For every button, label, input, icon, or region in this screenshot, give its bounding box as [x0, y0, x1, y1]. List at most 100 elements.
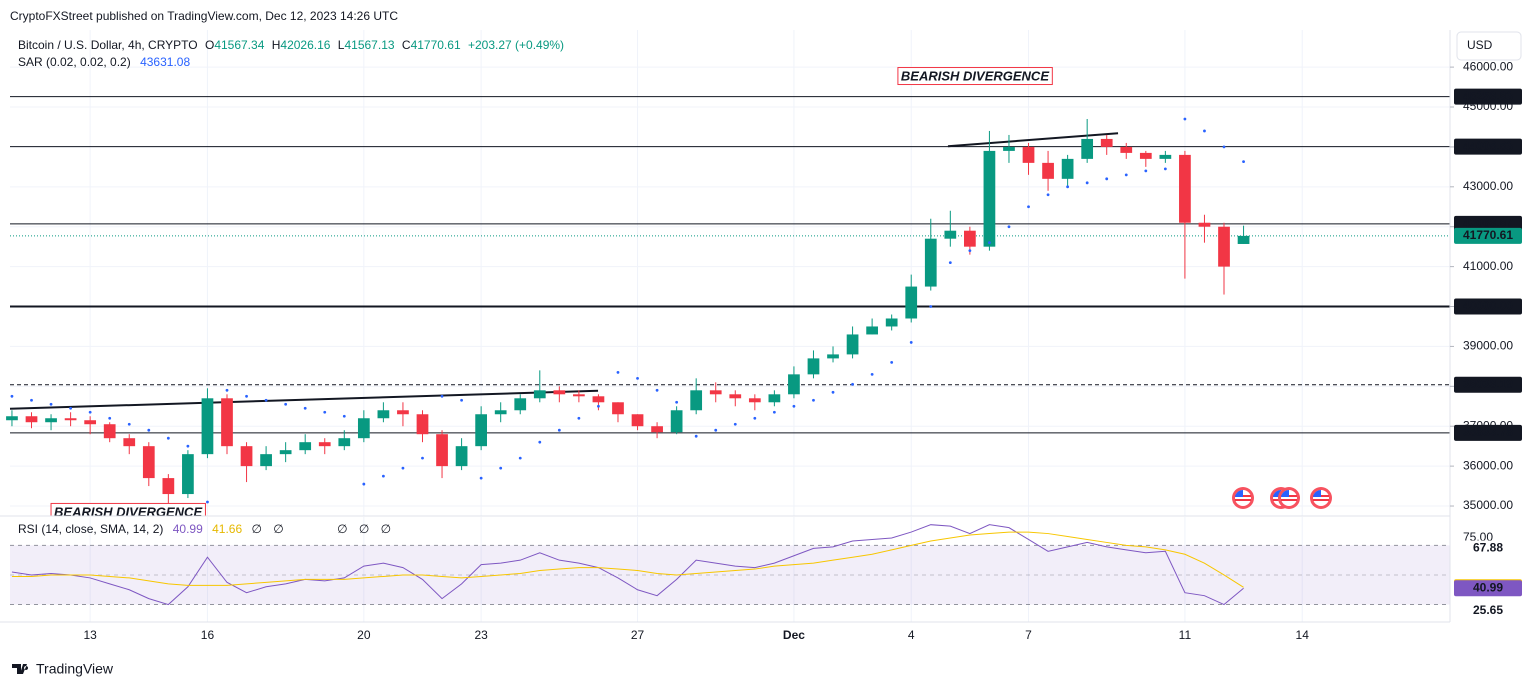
- sar-dot: [401, 466, 405, 470]
- sar-dot: [1105, 177, 1109, 181]
- sar-dot: [49, 402, 53, 406]
- sar-dot: [186, 444, 190, 448]
- rsi-value: 40.99: [173, 522, 203, 536]
- candle-body: [201, 398, 214, 455]
- candle-body: [1218, 226, 1230, 267]
- sar-dot: [1183, 117, 1187, 121]
- ohlc-label: O: [205, 38, 214, 52]
- candle-body: [260, 454, 272, 467]
- sar-dot: [538, 440, 542, 444]
- candle-body: [25, 416, 38, 423]
- sar-dot: [303, 406, 307, 410]
- sar-dot: [264, 398, 268, 402]
- sar-dot: [284, 402, 288, 406]
- sar-dot: [225, 388, 229, 392]
- level-label-bg: [1454, 88, 1522, 105]
- candle-body: [103, 424, 116, 439]
- x-tick-label: 13: [83, 628, 97, 642]
- rsi-band: [10, 545, 1450, 605]
- candle-body: [885, 318, 898, 327]
- candle-body: [807, 358, 820, 375]
- candle-body: [45, 418, 57, 423]
- sar-dot: [675, 400, 679, 404]
- sar-dot: [909, 341, 913, 344]
- candle-body: [651, 426, 663, 433]
- event-flag[interactable]: [1278, 487, 1300, 509]
- sar-dot: [1027, 205, 1030, 209]
- x-tick-label: 16: [201, 628, 215, 642]
- footer-logo: TradingView: [12, 661, 114, 677]
- candle-body: [690, 390, 703, 411]
- sar-dot: [557, 428, 561, 432]
- sar-dot: [1222, 145, 1226, 149]
- candle-body: [494, 410, 507, 415]
- event-flag[interactable]: [1310, 487, 1332, 509]
- sar-dot: [733, 422, 737, 426]
- sar-dot: [968, 249, 972, 253]
- sar-dot: [1163, 167, 1167, 171]
- candle-body: [1042, 162, 1054, 179]
- y-tick-label: 35000.00: [1463, 498, 1513, 512]
- candle-body: [709, 390, 722, 395]
- sar-dot: [988, 241, 991, 245]
- candle-body: [1061, 158, 1074, 179]
- candle-body: [1198, 222, 1211, 227]
- ohlc-label: L: [338, 38, 345, 52]
- x-tick-label: 7: [1025, 628, 1032, 642]
- currency-button[interactable]: [1456, 31, 1522, 61]
- logo-icon: [12, 664, 29, 674]
- candle-body: [748, 398, 761, 403]
- candle-body: [1120, 146, 1133, 153]
- sar-dot: [206, 500, 209, 504]
- level-label-bg: [1454, 138, 1522, 155]
- ohlc-label: C: [402, 38, 411, 52]
- sar-dot: [1124, 173, 1128, 177]
- symbol: Bitcoin / U.S. Dollar, 4h, CRYPTO: [18, 38, 198, 52]
- x-tick-label: 27: [631, 628, 645, 642]
- candle-body: [631, 414, 644, 427]
- candle-body: [162, 478, 175, 495]
- level-label: 40000.00: [1463, 299, 1513, 313]
- candle-body: [1022, 146, 1035, 163]
- level-label-bg: [1454, 424, 1522, 441]
- ohlc-label: H: [272, 38, 281, 52]
- rsi-marker-label-bg: [1454, 602, 1522, 619]
- sar-legend: SAR (0.02, 0.02, 0.2) 43631.08: [18, 55, 190, 69]
- sar-dot: [108, 416, 112, 420]
- last-price-label: 41770.61: [1463, 228, 1513, 242]
- sar-value: 43631.08: [140, 55, 190, 69]
- level-label: 44006.63: [1463, 139, 1513, 153]
- candle-body: [944, 230, 957, 239]
- na-value: ∅: [273, 522, 283, 536]
- candle-body: [318, 442, 331, 447]
- rsi-title: RSI (14, close, SMA, 14, 2): [18, 522, 163, 536]
- sar-dot: [655, 388, 659, 392]
- rsi-pane: [0, 515, 1450, 623]
- sar-dot: [616, 370, 620, 374]
- candle-body: [983, 150, 996, 247]
- rsi-line: [11, 524, 1244, 606]
- sar-dot: [440, 394, 444, 398]
- sar-dot: [636, 376, 639, 380]
- candle-body: [436, 434, 448, 467]
- candle-body: [64, 418, 77, 421]
- candle-body: [1081, 138, 1094, 159]
- published-note: CryptoFXStreet published on TradingView.…: [10, 9, 398, 23]
- sar-dot: [929, 305, 933, 308]
- candle-body: [573, 394, 585, 397]
- trend-line: [947, 132, 1119, 148]
- sar-dot: [245, 394, 248, 398]
- price-axis: 35000.0036000.0037000.0038000.0039000.00…: [83, 0, 1536, 688]
- candle-body: [533, 390, 546, 399]
- event-icons: [1232, 487, 1332, 509]
- level-label: 38039.19: [1463, 377, 1513, 391]
- sar-dot: [1007, 225, 1011, 229]
- sar-dot: [694, 434, 698, 438]
- sar-dot: [88, 410, 92, 414]
- sar-dot: [499, 466, 503, 470]
- overlay: USD TradingView: [12, 31, 1522, 677]
- rsi-legend: RSI (14, close, SMA, 14, 2) 40.99 41.66 …: [18, 522, 391, 536]
- candle-body: [729, 394, 742, 399]
- event-flag[interactable]: [1232, 487, 1254, 509]
- y-tick-label: 39000.00: [1463, 339, 1513, 353]
